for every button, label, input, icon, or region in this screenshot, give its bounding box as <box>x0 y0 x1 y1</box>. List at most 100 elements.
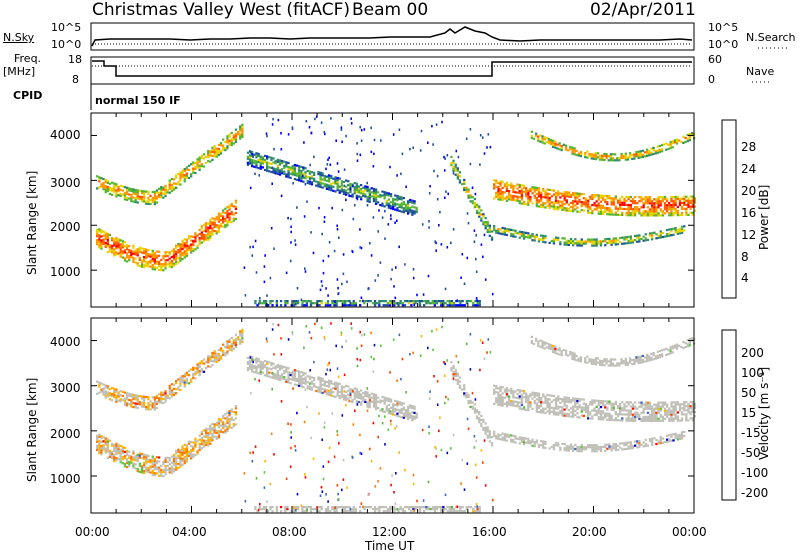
velocity-cell <box>503 402 506 405</box>
velocity-cell <box>668 413 671 416</box>
velocity-cell <box>234 413 238 416</box>
power-cell <box>620 157 623 160</box>
power-cell <box>467 194 470 197</box>
power-cell <box>162 269 165 272</box>
power-cell <box>310 177 314 180</box>
power-cell <box>179 259 182 262</box>
power-cell <box>111 187 114 190</box>
power-cell <box>209 225 212 228</box>
power-cell <box>582 203 585 206</box>
power-cell <box>181 247 184 251</box>
velocity-cell <box>625 401 628 404</box>
velocity-cell <box>657 407 660 410</box>
velocity-cell <box>549 346 553 349</box>
power-cell <box>529 236 532 239</box>
power-cell <box>668 214 671 217</box>
power-cell <box>554 142 557 145</box>
power-cell <box>113 250 116 253</box>
velocity-cell <box>187 370 191 373</box>
power-cell <box>514 235 517 238</box>
velocity-cell <box>573 354 576 357</box>
velocity-cell <box>657 405 660 408</box>
power-cell <box>612 237 615 240</box>
velocity-cell <box>644 444 647 448</box>
power-cell <box>290 241 292 244</box>
power-cell <box>271 300 274 303</box>
power-cell <box>290 217 292 221</box>
power-cell <box>672 227 675 230</box>
power-cell <box>143 190 146 193</box>
velocity-cell <box>187 374 191 377</box>
velocity-cell <box>610 408 613 411</box>
power-cell <box>347 192 350 195</box>
power-cell <box>671 142 674 145</box>
power-cbar-tick: 12 <box>741 228 757 242</box>
velocity-cell <box>372 397 376 400</box>
power-cell <box>688 133 691 136</box>
power-cell <box>381 204 384 207</box>
velocity-cell <box>158 399 161 402</box>
power-cell <box>136 195 139 198</box>
velocity-cell <box>153 474 156 477</box>
power-cell <box>374 192 378 195</box>
power-cell <box>249 245 251 249</box>
velocity-cell <box>529 401 532 404</box>
velocity-cell <box>145 466 148 469</box>
power-cell <box>409 198 412 202</box>
power-cell <box>398 205 401 208</box>
velocity-cell <box>651 411 654 414</box>
power-cell <box>641 155 644 158</box>
power-cell <box>669 143 672 146</box>
velocity-cell <box>338 397 341 400</box>
velocity-cell <box>155 462 159 465</box>
velocity-cell <box>280 375 284 378</box>
power-cell <box>145 250 148 253</box>
power-cell <box>599 194 603 197</box>
velocity-cell <box>287 367 290 370</box>
power-cell <box>155 250 159 253</box>
velocity-cell <box>599 416 603 419</box>
velocity-cell <box>676 415 679 418</box>
velocity-cell <box>172 387 176 390</box>
velocity-cell <box>580 446 583 449</box>
power-cell <box>377 195 380 198</box>
velocity-cell <box>499 389 502 392</box>
velocity-cell <box>691 417 694 420</box>
power-cell <box>411 199 414 202</box>
power-cell <box>457 155 460 159</box>
velocity-cell <box>589 411 592 414</box>
power-cell <box>518 232 521 235</box>
velocity-cell <box>224 429 227 432</box>
power-cell <box>253 161 256 164</box>
velocity-cell <box>151 469 154 472</box>
power-cell <box>278 173 282 176</box>
power-cell <box>400 196 403 199</box>
velocity-cell <box>674 403 677 406</box>
power-cell <box>559 204 562 207</box>
velocity-cell <box>310 388 314 391</box>
velocity-cell <box>374 406 378 409</box>
power-cell <box>559 192 562 195</box>
power-cell <box>499 198 502 201</box>
power-cell <box>177 173 180 176</box>
velocity-cell <box>266 370 269 373</box>
power-cell <box>356 197 359 201</box>
power-cell <box>324 304 328 307</box>
velocity-cell <box>202 441 206 444</box>
velocity-cell <box>604 406 607 409</box>
velocity-cell <box>569 445 573 448</box>
power-cell <box>181 251 184 255</box>
velocity-cell <box>689 400 692 404</box>
power-cell <box>276 172 279 175</box>
velocity-cell <box>593 448 596 451</box>
power-cell <box>350 304 353 307</box>
power-cell <box>134 251 137 254</box>
power-cell <box>168 185 171 188</box>
power-cell <box>145 200 148 203</box>
power-cell <box>279 300 283 303</box>
velocity-cell <box>166 460 169 463</box>
power-cell <box>440 304 443 307</box>
power-cell <box>542 234 545 237</box>
power-cell <box>456 299 458 302</box>
power-cell <box>501 180 504 183</box>
